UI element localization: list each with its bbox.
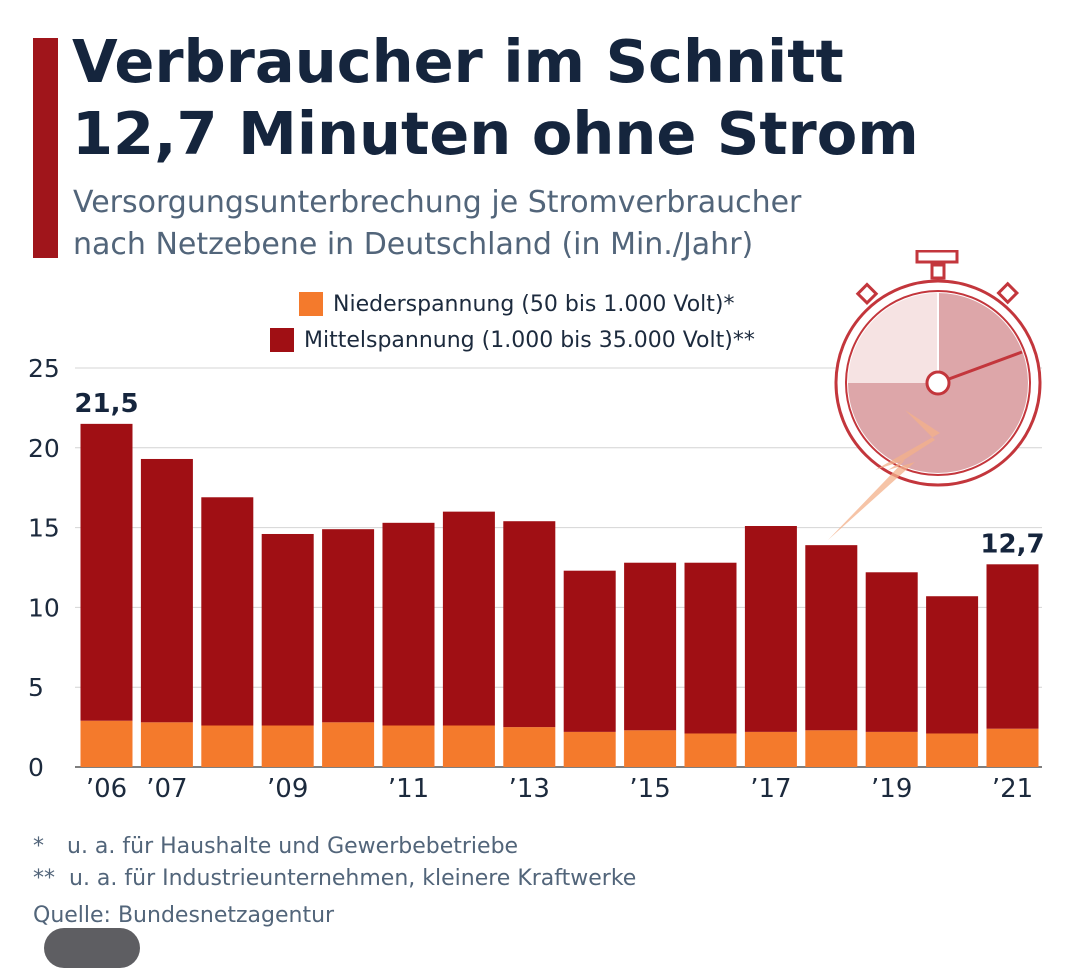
x-tick-label-2015: ’15 xyxy=(629,774,670,804)
y-tick-label-25: 25 xyxy=(28,354,60,383)
y-tick-label-10: 10 xyxy=(28,593,60,622)
data-label-2006: 21,5 xyxy=(74,389,138,419)
bar-mittelspannung-2012 xyxy=(442,511,495,726)
bar-mittelspannung-2021 xyxy=(986,564,1039,729)
bar-niederspannung-2013 xyxy=(503,727,556,767)
legend-label-niederspannung: Niederspannung (50 bis 1.000 Volt)* xyxy=(333,291,735,317)
bar-mittelspannung-2018 xyxy=(805,545,858,731)
title-line-1: Verbraucher im Schnitt xyxy=(72,27,844,96)
bar-niederspannung-2015 xyxy=(624,730,677,767)
bar-niederspannung-2007 xyxy=(140,722,193,767)
legend-item-mittelspannung: Mittelspannung (1.000 bis 35.000 Volt)** xyxy=(270,322,755,358)
data-labels: 21,5 12,7 xyxy=(74,389,1044,559)
bar-mittelspannung-2017 xyxy=(744,526,797,732)
stopwatch-icon xyxy=(828,250,1042,540)
y-tick-label-5: 5 xyxy=(28,673,44,702)
bar-niederspannung-2016 xyxy=(684,733,737,767)
y-tick-label-0: 0 xyxy=(28,753,44,782)
bar-mittelspannung-2015 xyxy=(624,562,677,731)
legend-swatch-mittelspannung xyxy=(270,328,294,352)
bar-niederspannung-2021 xyxy=(986,728,1039,767)
page-title: Verbraucher im Schnitt 12,7 Minuten ohne… xyxy=(72,26,972,170)
bar-niederspannung-2006 xyxy=(80,720,133,767)
bar-mittelspannung-2008 xyxy=(201,497,254,726)
legend-item-niederspannung: Niederspannung (50 bis 1.000 Volt)* xyxy=(299,286,755,322)
title-line-2: 12,7 Minuten ohne Strom xyxy=(72,99,919,168)
bar-niederspannung-2014 xyxy=(563,731,616,767)
overlay-button-fragment xyxy=(44,928,140,968)
bar-mittelspannung-2016 xyxy=(684,562,737,734)
bar-mittelspannung-2019 xyxy=(865,572,918,732)
bar-mittelspannung-2020 xyxy=(926,596,979,734)
x-tick-label-2021: ’21 xyxy=(992,774,1033,804)
footnote-mark-single: * xyxy=(33,834,44,859)
bar-niederspannung-2011 xyxy=(382,725,435,767)
chart-area: 0 5 10 15 20 25 ’06 ’07 ’09 ’11 ’13 ’15 ’17 ’19 ’21 2… xyxy=(28,250,1045,804)
footnote-households: * u. a. für Haushalte und Gewerbebetriebe xyxy=(33,834,518,859)
x-tick-label-2009: ’09 xyxy=(267,774,308,804)
bar-mittelspannung-2011 xyxy=(382,522,435,726)
x-tick-label-2011: ’11 xyxy=(388,774,429,804)
legend-label-mittelspannung: Mittelspannung (1.000 bis 35.000 Volt)** xyxy=(304,327,755,353)
bar-niederspannung-2018 xyxy=(805,730,858,767)
subtitle-line-2: nach Netzebene in Deutschland (in Min./J… xyxy=(73,227,754,262)
legend: Niederspannung (50 bis 1.000 Volt)* Mitt… xyxy=(270,286,755,358)
data-label-2021: 12,7 xyxy=(980,529,1044,559)
x-axis-labels: ’06 ’07 ’09 ’11 ’13 ’15 ’17 ’19 ’21 xyxy=(86,774,1033,804)
bar-mittelspannung-2013 xyxy=(503,521,556,728)
bar-mittelspannung-2014 xyxy=(563,570,616,732)
bar-mittelspannung-2010 xyxy=(322,529,375,723)
y-tick-label-20: 20 xyxy=(28,434,60,463)
bars xyxy=(80,423,1039,767)
y-tick-label-15: 15 xyxy=(28,514,60,543)
subtitle: Versorgungsunterbrechung je Stromverbrau… xyxy=(73,182,973,266)
bar-mittelspannung-2009 xyxy=(261,533,314,726)
bar-niederspannung-2020 xyxy=(926,733,979,767)
bar-niederspannung-2010 xyxy=(322,722,375,767)
footnote-mark-double: ** xyxy=(33,866,55,891)
bar-niederspannung-2012 xyxy=(442,725,495,767)
x-tick-label-2017: ’17 xyxy=(750,774,791,804)
bar-niederspannung-2017 xyxy=(744,731,797,767)
bar-mittelspannung-2007 xyxy=(140,458,193,723)
legend-swatch-niederspannung xyxy=(299,292,323,316)
footnote-industry: ** u. a. für Industrieunternehmen, kleine… xyxy=(33,866,636,891)
y-axis-labels: 0 5 10 15 20 25 xyxy=(28,354,60,782)
bar-niederspannung-2008 xyxy=(201,725,254,767)
accent-bar xyxy=(33,38,58,258)
x-tick-label-2006: ’06 xyxy=(86,774,127,804)
source-note: Quelle: Bundesnetzagentur xyxy=(33,903,335,928)
subtitle-line-1: Versorgungsunterbrechung je Stromverbrau… xyxy=(73,185,802,220)
footnote-text-households: u. a. für Haushalte und Gewerbebetriebe xyxy=(67,834,519,859)
x-tick-label-2013: ’13 xyxy=(509,774,550,804)
bar-niederspannung-2019 xyxy=(865,731,918,767)
x-tick-label-2019: ’19 xyxy=(871,774,912,804)
bar-niederspannung-2009 xyxy=(261,725,314,767)
x-tick-label-2007: ’07 xyxy=(146,774,187,804)
bar-mittelspannung-2006 xyxy=(80,423,133,721)
footnote-text-industry: u. a. für Industrieunternehmen, kleinere… xyxy=(69,866,637,891)
